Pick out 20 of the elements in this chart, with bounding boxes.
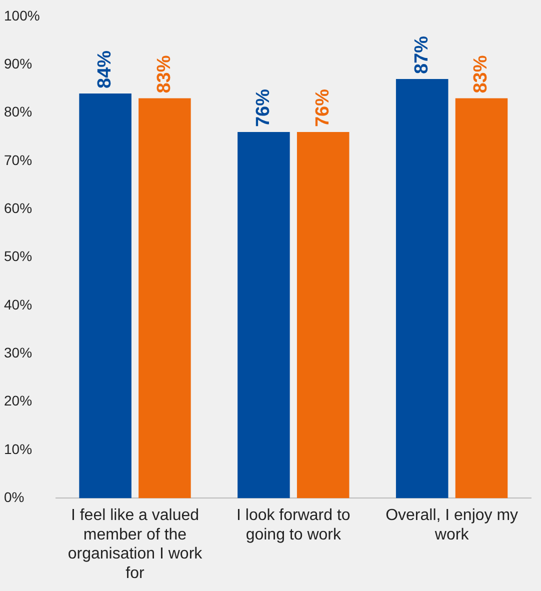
- data-label: 76%: [312, 88, 334, 128]
- y-tick-label: 10%: [4, 440, 32, 457]
- data-label: 87%: [411, 36, 432, 74]
- y-tick-label: 100%: [4, 7, 40, 24]
- x-tick-label: Overall, I enjoy my work: [386, 507, 518, 544]
- y-tick-label: 80%: [4, 104, 32, 120]
- data-label: 83%: [470, 55, 492, 94]
- x-tick-label: I look forward to going to work: [236, 507, 350, 544]
- data-label: 84%: [94, 50, 116, 88]
- y-tick-label: 30%: [4, 344, 32, 361]
- y-tick-label: 70%: [4, 152, 32, 168]
- y-tick-label: 20%: [4, 392, 32, 409]
- data-label: 76%: [252, 88, 274, 128]
- y-tick-label: 0%: [4, 489, 24, 506]
- data-label: 83%: [154, 55, 175, 94]
- y-tick-label: 90%: [4, 55, 32, 72]
- y-tick-label: 60%: [4, 200, 32, 216]
- y-tick-label: 50%: [4, 248, 32, 264]
- y-tick-label: 40%: [4, 296, 32, 312]
- x-tick-label: I feel like a valued member of the organisation I work for: [68, 507, 204, 582]
